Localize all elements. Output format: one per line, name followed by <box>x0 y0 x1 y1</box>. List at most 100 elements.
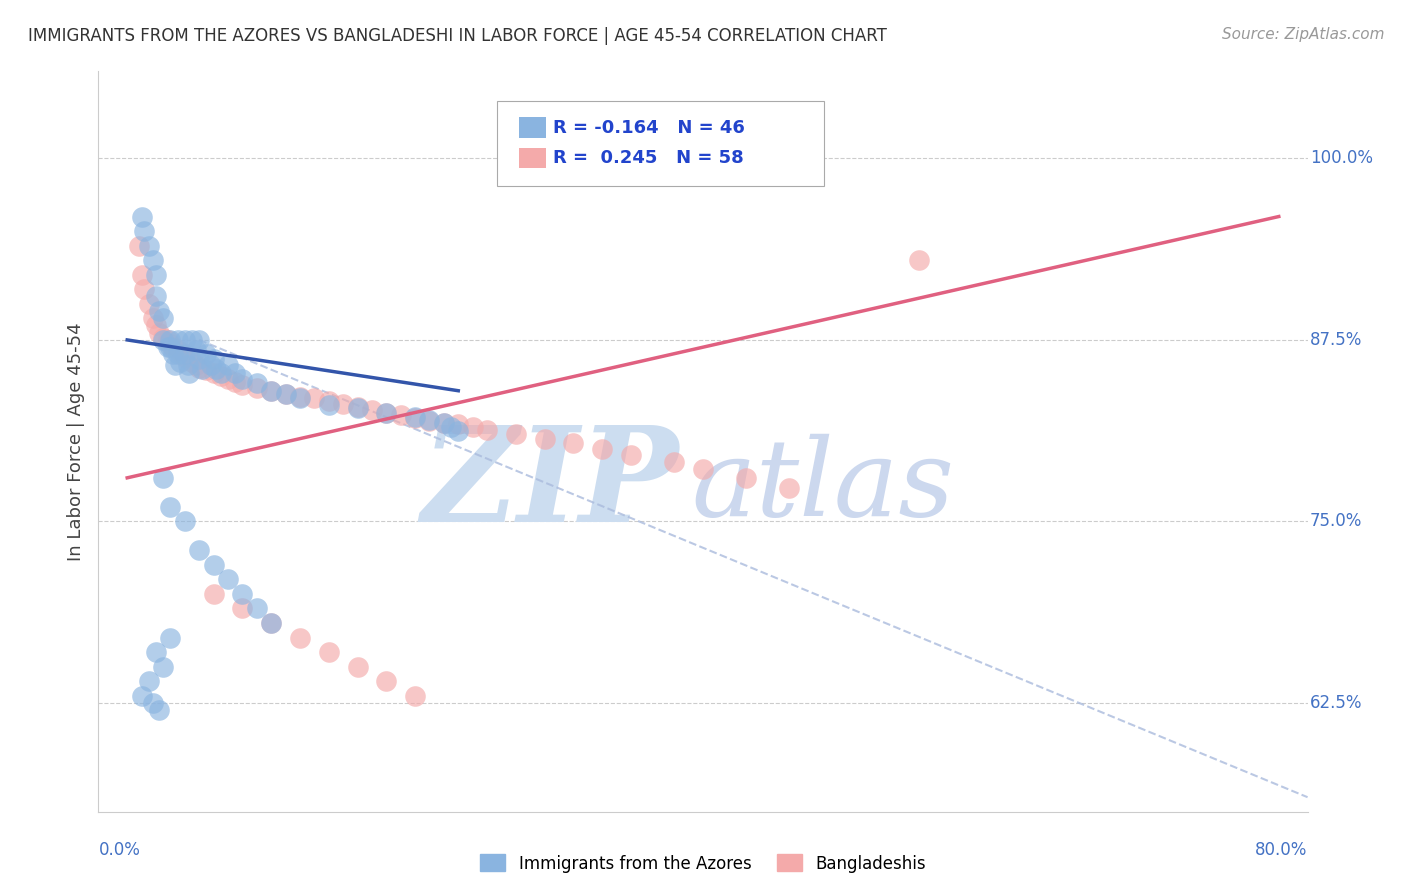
Point <box>152 311 174 326</box>
Point <box>188 360 211 375</box>
Point <box>191 362 214 376</box>
Point <box>131 689 153 703</box>
Point <box>148 304 170 318</box>
Point <box>159 631 181 645</box>
Point <box>620 448 643 462</box>
Point <box>145 289 167 303</box>
Point <box>447 417 470 431</box>
Point <box>231 372 253 386</box>
Point <box>433 416 456 430</box>
Point <box>224 375 246 389</box>
Point <box>159 337 181 351</box>
Point <box>209 369 232 384</box>
Point <box>217 372 239 386</box>
Text: 100.0%: 100.0% <box>1310 150 1374 168</box>
Point <box>664 455 686 469</box>
Point <box>200 358 222 372</box>
Point <box>288 391 311 405</box>
Point <box>260 615 283 630</box>
Point <box>231 378 253 392</box>
Point <box>162 347 184 361</box>
Point <box>148 703 170 717</box>
Point <box>433 416 456 430</box>
Point <box>145 268 167 282</box>
Point <box>186 343 208 357</box>
Point <box>188 333 211 347</box>
Point <box>142 696 165 710</box>
Point <box>169 354 191 368</box>
Point <box>375 674 398 689</box>
Y-axis label: In Labor Force | Age 45-54: In Labor Force | Age 45-54 <box>66 322 84 561</box>
Point <box>231 587 253 601</box>
Point <box>195 347 218 361</box>
Point <box>461 420 484 434</box>
Point <box>274 386 297 401</box>
Point <box>246 601 269 615</box>
Point <box>159 500 181 514</box>
Point <box>202 558 225 572</box>
Point <box>181 333 204 347</box>
Text: IMMIGRANTS FROM THE AZORES VS BANGLADESHI IN LABOR FORCE | AGE 45-54 CORRELATION: IMMIGRANTS FROM THE AZORES VS BANGLADESH… <box>28 27 887 45</box>
Point <box>231 601 253 615</box>
Point <box>173 333 195 347</box>
Text: 87.5%: 87.5% <box>1310 331 1362 349</box>
Point <box>188 351 211 366</box>
Point <box>591 442 613 456</box>
Point <box>318 645 340 659</box>
Point <box>134 282 156 296</box>
Point <box>205 362 228 376</box>
Point <box>304 391 326 405</box>
Point <box>145 645 167 659</box>
Point <box>166 347 188 361</box>
Point <box>131 210 153 224</box>
Point <box>138 238 160 252</box>
Point <box>202 587 225 601</box>
Point <box>173 351 195 365</box>
Point <box>159 333 181 347</box>
Point <box>346 401 368 416</box>
Point <box>145 318 167 333</box>
Text: Source: ZipAtlas.com: Source: ZipAtlas.com <box>1222 27 1385 42</box>
Point <box>692 462 714 476</box>
Bar <box>519 117 546 138</box>
Point <box>361 402 384 417</box>
Point <box>202 351 225 366</box>
Point <box>163 358 186 372</box>
Point <box>418 413 440 427</box>
Point <box>156 333 179 347</box>
Point <box>246 381 269 395</box>
Point <box>260 384 283 398</box>
Point <box>908 253 931 268</box>
Point <box>142 253 165 268</box>
Text: ZIP: ZIP <box>422 421 679 550</box>
Point <box>260 615 283 630</box>
Text: 62.5%: 62.5% <box>1310 694 1362 712</box>
Point <box>375 405 398 419</box>
Point <box>152 331 174 345</box>
Point <box>166 333 188 347</box>
Point <box>152 659 174 673</box>
Point <box>404 411 426 425</box>
Point <box>128 238 150 252</box>
Text: R = -0.164   N = 46: R = -0.164 N = 46 <box>553 119 745 136</box>
Point <box>778 481 800 495</box>
Point <box>475 423 498 437</box>
FancyBboxPatch shape <box>498 101 824 186</box>
Point <box>148 326 170 340</box>
Point <box>170 347 193 361</box>
Point <box>209 367 232 381</box>
Text: R =  0.245   N = 58: R = 0.245 N = 58 <box>553 149 744 167</box>
Point <box>288 631 311 645</box>
Point <box>217 573 239 587</box>
Point <box>260 384 283 398</box>
Point <box>181 354 204 368</box>
Point <box>176 358 198 372</box>
Point <box>224 367 246 381</box>
Point <box>418 414 440 428</box>
Point <box>375 405 398 419</box>
Text: 0.0%: 0.0% <box>98 841 141 859</box>
Text: 75.0%: 75.0% <box>1310 512 1362 531</box>
Point <box>152 471 174 485</box>
Point <box>202 367 225 381</box>
Point <box>162 340 184 354</box>
